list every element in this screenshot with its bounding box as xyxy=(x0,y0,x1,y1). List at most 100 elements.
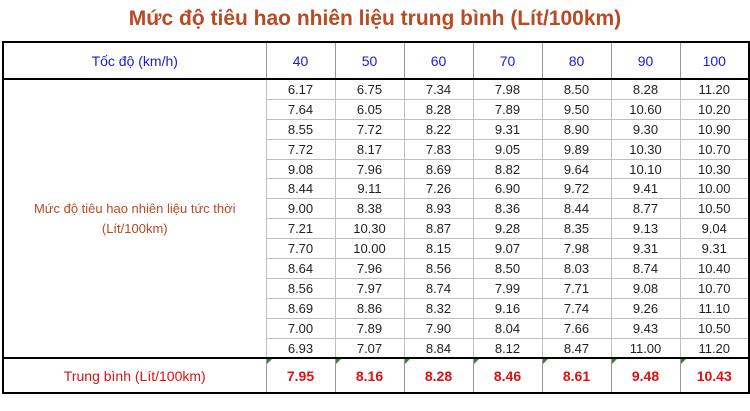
table-cell: 6.05 xyxy=(334,98,405,120)
table-cell: 9.04 xyxy=(679,218,750,240)
table-cell: 8.04 xyxy=(472,317,543,339)
table-row: 6.93 7.07 8.84 8.12 8.47 11.00 11.20 xyxy=(3,337,750,359)
table-cell: 8.74 xyxy=(610,258,681,279)
table-cell: 9.08 xyxy=(265,158,336,180)
table-cell: 8.03 xyxy=(541,258,612,279)
table-cell: 8.86 xyxy=(334,297,405,319)
average-cell: 10.43 xyxy=(679,357,750,395)
table-cell: 10.00 xyxy=(679,178,750,200)
table-cell: 8.47 xyxy=(541,337,612,359)
row-group-label-line1: Mức độ tiêu hao nhiên liệu tức thời xyxy=(33,200,236,216)
table-cell: 8.56 xyxy=(265,277,336,299)
speed-header-cell: 90 xyxy=(610,41,680,80)
cell-marker xyxy=(542,359,548,365)
row-group-label: Mức độ tiêu hao nhiên liệu tức thời (Lít/… xyxy=(2,79,267,359)
table-cell: 8.36 xyxy=(472,198,543,220)
table-cell: 10.60 xyxy=(610,98,681,120)
table-cell: 11.00 xyxy=(610,337,681,359)
table-cell: 7.96 xyxy=(334,258,405,279)
table-cell: 7.89 xyxy=(334,317,405,339)
table-row: 9.08 7.96 8.69 8.82 9.64 10.10 10.30 xyxy=(3,158,750,180)
table-row: 7.64 6.05 8.28 7.89 9.50 10.60 10.20 xyxy=(3,98,750,120)
table-cell: 10.30 xyxy=(679,158,750,180)
table-cell: 10.90 xyxy=(679,118,750,140)
table-cell: 8.32 xyxy=(403,297,474,319)
table-cell: 7.00 xyxy=(265,317,336,339)
table-cell: 9.05 xyxy=(472,138,543,160)
table-cell: 8.74 xyxy=(403,277,474,299)
table-cell: 9.11 xyxy=(334,178,405,200)
table-cell: 9.07 xyxy=(472,238,543,260)
table-cell: 9.30 xyxy=(610,118,681,140)
table-cell: 6.93 xyxy=(265,337,336,359)
table-cell: 9.13 xyxy=(610,218,681,240)
table-cell: 7.66 xyxy=(541,317,612,339)
table-cell: 9.89 xyxy=(541,138,612,160)
table-cell: 8.17 xyxy=(334,138,405,160)
cell-marker xyxy=(473,359,479,365)
table-cell: 7.98 xyxy=(541,238,612,260)
cell-marker xyxy=(611,359,617,365)
table-cell: 8.82 xyxy=(472,158,543,180)
table-cell: 8.84 xyxy=(403,337,474,359)
table-cell: 9.28 xyxy=(472,218,543,240)
table-row: 7.72 8.17 7.83 9.05 9.89 10.30 10.70 xyxy=(3,138,750,160)
table-title: Mức độ tiêu hao nhiên liệu trung bình (L… xyxy=(128,7,622,30)
table-cell: 8.69 xyxy=(403,158,474,180)
speed-header-cell: 100 xyxy=(679,41,750,80)
average-value: 8.46 xyxy=(493,367,522,384)
table-cell: 8.15 xyxy=(403,238,474,260)
table-cell: 7.96 xyxy=(334,158,405,180)
table-row: 7.21 10.30 8.87 9.28 8.35 9.13 9.04 xyxy=(3,218,750,240)
table-cell: 10.30 xyxy=(334,218,405,240)
row-group-label-line2: (Lít/100km) xyxy=(101,220,168,236)
speed-header-label: Tốc độ (km/h) xyxy=(2,41,266,80)
table-cell: 7.07 xyxy=(334,337,405,359)
average-cell: 8.16 xyxy=(334,357,404,395)
average-cell: 9.48 xyxy=(610,357,680,395)
average-label: Trung bình (Lít/100km) xyxy=(2,357,266,395)
cell-marker xyxy=(680,359,686,365)
table-cell: 8.38 xyxy=(334,198,405,220)
table-cell: 11.10 xyxy=(679,297,750,319)
table-cell: 8.28 xyxy=(403,98,474,120)
table-cell: 8.69 xyxy=(265,297,336,319)
table-cell: 7.83 xyxy=(403,138,474,160)
table-cell: 7.72 xyxy=(334,118,405,140)
table-cell: 10.50 xyxy=(679,198,750,220)
table-cell: 11.20 xyxy=(679,78,750,100)
cell-marker xyxy=(404,359,410,365)
table-cell: 9.41 xyxy=(610,178,681,200)
table-cell: 8.50 xyxy=(541,78,612,100)
table-row: 8.55 7.72 8.22 9.31 8.90 9.30 10.90 xyxy=(3,118,750,140)
table-cell: 7.71 xyxy=(541,277,612,299)
table-cell: 8.35 xyxy=(541,218,612,240)
table-cell: 7.97 xyxy=(334,277,405,299)
table-cell: 7.64 xyxy=(265,98,336,120)
average-cell: 8.28 xyxy=(403,357,473,395)
average-row: Trung bình (Lít/100km) 7.95 8.16 8.28 8.… xyxy=(2,357,750,395)
average-cell: 8.46 xyxy=(472,357,542,395)
table-cell: 8.44 xyxy=(265,178,336,200)
average-cell: 7.95 xyxy=(265,357,335,395)
table-cell: 8.44 xyxy=(541,198,612,220)
table-cell: 9.31 xyxy=(679,238,750,260)
table-cell: 7.89 xyxy=(472,98,543,120)
table-cell: 9.72 xyxy=(541,178,612,200)
table-cell: 8.87 xyxy=(403,218,474,240)
table-cell: 8.93 xyxy=(403,198,474,220)
table-cell: 10.10 xyxy=(610,158,681,180)
speed-header-cell: 40 xyxy=(265,41,335,80)
table-cell: 8.64 xyxy=(265,258,336,279)
speed-header-cell: 50 xyxy=(334,41,404,80)
table-cell: 8.77 xyxy=(610,198,681,220)
table-cell: 6.17 xyxy=(265,78,336,100)
table-cell: 11.20 xyxy=(679,337,750,359)
average-cell: 8.61 xyxy=(541,357,611,395)
average-value: 7.95 xyxy=(286,367,315,384)
table-cell: 7.70 xyxy=(265,238,336,260)
table-cell: 9.43 xyxy=(610,317,681,339)
table-cell: 9.64 xyxy=(541,158,612,180)
average-value: 10.43 xyxy=(696,367,732,384)
table-cell: 8.90 xyxy=(541,118,612,140)
